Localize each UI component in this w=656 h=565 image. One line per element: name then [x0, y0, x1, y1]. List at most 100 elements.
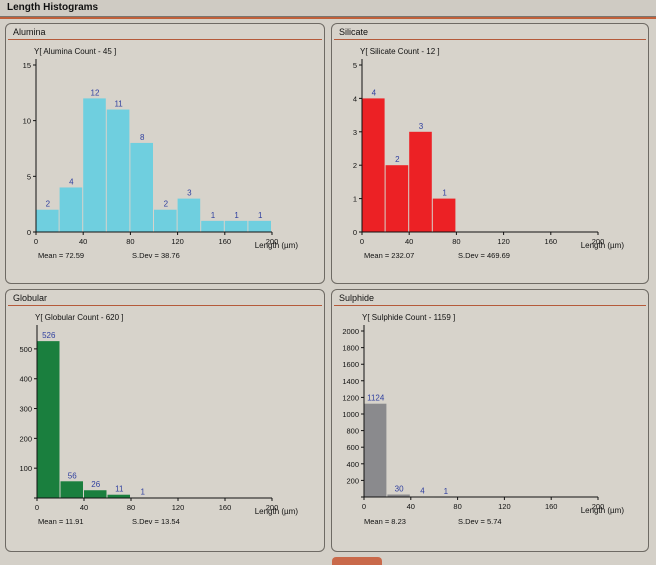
- bar-value-label: 1124: [367, 394, 385, 403]
- x-tick-label: 200: [266, 237, 279, 246]
- sdev-stat: S.Dev = 38.76: [132, 251, 180, 260]
- silicate-histogram: Y[ Silicate Count - 12 ] 4 2 3 1 0 1 2 3 4 5 0 40 80 1…: [353, 47, 625, 260]
- histogram-bar: [362, 98, 385, 233]
- mean-stat: Mean = 72.59: [38, 251, 84, 260]
- bar-value-label: 4: [420, 487, 425, 496]
- bar-value-label: 4: [372, 88, 377, 97]
- mean-stat: Mean = 8.23: [364, 517, 406, 526]
- bar-value-label: 3: [187, 189, 192, 198]
- bar-value-label: 2: [46, 200, 51, 209]
- y-axis-title: Y[ Silicate Count - 12 ]: [360, 47, 440, 56]
- histogram-bar: [385, 165, 409, 232]
- histogram-bar: [60, 481, 83, 498]
- y-tick-label: 1: [353, 195, 357, 204]
- x-tick-label: 0: [34, 237, 38, 246]
- y-tick-label: 1400: [342, 377, 359, 386]
- bar-value-label: 2: [395, 155, 400, 164]
- y-tick-label: 600: [346, 443, 359, 452]
- x-tick-label: 0: [35, 503, 39, 512]
- histogram-bar: [154, 209, 177, 232]
- title-divider: [0, 17, 656, 19]
- panel-divider: [334, 305, 646, 306]
- bar-value-label: 26: [91, 480, 100, 489]
- y-tick-label: 300: [19, 405, 32, 414]
- x-axis-title: Length (µm): [581, 241, 625, 250]
- x-tick-label: 0: [360, 237, 364, 246]
- histogram-bar: [106, 109, 130, 232]
- bar-value-label: 11: [115, 485, 124, 494]
- x-tick-label: 120: [498, 502, 511, 511]
- x-tick-label: 200: [266, 503, 279, 512]
- x-tick-label: 120: [497, 237, 510, 246]
- bar-value-label: 56: [68, 471, 77, 480]
- y-axis-title: Y[ Sulphide Count - 1159 ]: [362, 313, 455, 322]
- histogram-bar: [177, 198, 201, 232]
- bar-value-label: 30: [395, 485, 404, 494]
- bar-value-label: 3: [419, 122, 424, 131]
- panel-divider: [8, 305, 322, 306]
- y-tick-label: 0: [27, 228, 31, 237]
- window-title: Length Histograms: [7, 2, 99, 13]
- panel-divider: [334, 39, 646, 40]
- y-tick-label: 400: [346, 460, 359, 469]
- window-title-bar: Length Histograms: [0, 0, 656, 17]
- x-tick-label: 80: [127, 503, 135, 512]
- bar-value-label: 12: [91, 88, 100, 97]
- x-tick-label: 200: [592, 502, 605, 511]
- bar-value-label: 1: [442, 189, 447, 198]
- x-tick-label: 40: [407, 502, 415, 511]
- histogram-bar: [59, 187, 83, 232]
- bar-value-label: 1: [211, 211, 216, 220]
- y-tick-label: 1200: [342, 393, 359, 402]
- y-tick-label: 15: [23, 61, 31, 70]
- x-tick-label: 40: [405, 237, 413, 246]
- alumina-panel: Alumina Y[ Alumina Count - 45 ] 2 4 12 11 8 2 3…: [5, 23, 325, 284]
- bottom-tab[interactable]: [332, 557, 382, 565]
- y-tick-label: 3: [353, 128, 357, 137]
- x-tick-label: 40: [80, 503, 88, 512]
- bar-value-label: 4: [69, 177, 74, 186]
- bar-value-label: 1: [141, 488, 146, 497]
- y-axis-title: Y[ Globular Count - 620 ]: [35, 313, 124, 322]
- y-tick-label: 200: [19, 434, 32, 443]
- silicate-panel: Silicate Y[ Silicate Count - 12 ] 4 2 3 1 0 1 2…: [331, 23, 649, 284]
- bar-value-label: 8: [140, 133, 145, 142]
- panel-title: Sulphide: [339, 293, 375, 303]
- x-tick-label: 120: [172, 503, 185, 512]
- y-tick-label: 400: [19, 375, 32, 384]
- x-tick-label: 120: [171, 237, 184, 246]
- x-axis-title: Length (µm): [255, 507, 299, 516]
- mean-stat: Mean = 11.91: [38, 517, 84, 526]
- bar-value-label: 11: [114, 100, 123, 109]
- bar-value-label: 526: [42, 331, 56, 340]
- y-tick-label: 2: [353, 161, 357, 170]
- bar-value-label: 2: [164, 200, 169, 209]
- panel-title: Globular: [13, 293, 48, 303]
- y-tick-label: 10: [23, 117, 31, 126]
- x-tick-label: 80: [126, 237, 134, 246]
- histogram-bar: [201, 220, 224, 232]
- y-tick-label: 5: [353, 61, 357, 70]
- x-tick-label: 200: [592, 237, 605, 246]
- y-tick-label: 1000: [342, 410, 359, 419]
- y-tick-label: 800: [346, 427, 359, 436]
- histogram-bar: [83, 98, 106, 233]
- histogram-bar: [364, 403, 387, 497]
- x-tick-label: 40: [79, 237, 87, 246]
- x-tick-label: 160: [545, 502, 558, 511]
- histogram-bar: [84, 490, 107, 498]
- x-tick-label: 160: [219, 237, 232, 246]
- x-axis-title: Length (µm): [255, 241, 299, 250]
- histogram-bar: [130, 142, 153, 232]
- x-tick-label: 0: [362, 502, 366, 511]
- histogram-bar: [37, 341, 60, 498]
- y-tick-label: 1600: [342, 360, 359, 369]
- x-axis-title: Length (µm): [581, 506, 625, 515]
- x-tick-label: 80: [452, 237, 460, 246]
- y-tick-label: 0: [353, 228, 357, 237]
- bar-value-label: 1: [258, 211, 263, 220]
- y-tick-label: 1800: [342, 344, 359, 353]
